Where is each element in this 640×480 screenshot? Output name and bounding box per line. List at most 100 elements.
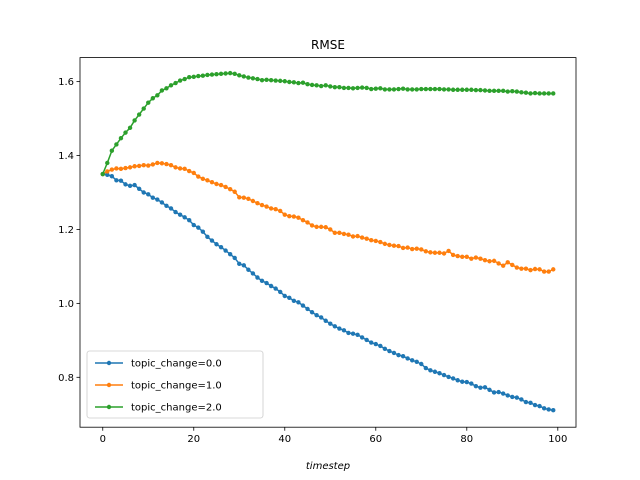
series-topic-change-1-0 [100,160,556,274]
data-point [223,71,228,76]
data-point [528,91,533,96]
x-tick-label: 100 [548,434,567,445]
data-point [127,125,133,131]
data-point [405,356,410,361]
data-point [337,230,342,235]
data-point [296,300,301,305]
data-point [419,247,424,252]
data-point [359,85,365,90]
data-point [123,165,128,171]
data-point [532,402,538,408]
data-point [409,246,415,252]
data-point [250,198,256,204]
data-point [505,89,510,94]
data-point [414,246,419,251]
data-point [314,83,319,88]
data-point [478,87,483,93]
data-point [537,267,542,272]
data-point [177,166,183,171]
data-point [241,74,247,79]
data-point [314,313,319,318]
data-point [546,269,551,274]
data-point [346,330,351,336]
data-point [332,230,338,235]
data-point [400,245,406,251]
data-point [173,80,178,86]
data-point [541,269,547,274]
data-point [164,86,169,91]
data-point [259,202,265,208]
data-point [105,172,110,177]
series-line-topic-change-2-0 [102,72,554,175]
data-point [500,88,506,94]
data-point [441,251,447,256]
data-point [423,365,429,371]
data-point [155,197,160,202]
y-tick-label: 0.8 [58,373,74,384]
data-point [359,335,365,340]
data-point [150,96,156,101]
data-point [246,267,251,272]
legend-label: topic_change=0.0 [131,359,222,370]
data-point [146,163,151,168]
data-point [523,90,529,95]
data-point [291,80,297,85]
data-point [532,90,538,96]
data-point [196,225,201,230]
data-point [273,78,278,83]
data-point [328,321,333,326]
data-point [278,208,283,214]
data-point [109,167,115,172]
data-point [155,160,160,166]
data-point [396,243,401,249]
x-tick-label: 60 [369,434,382,445]
data-point [350,331,356,336]
data-point [205,178,210,183]
data-point [268,77,274,83]
data-point [510,262,515,268]
data-point [382,87,388,92]
data-point [546,407,551,412]
data-point [423,86,429,92]
data-point [209,179,215,185]
data-point [491,258,497,264]
data-point [391,87,397,92]
data-point [168,206,174,211]
data-point [105,169,110,174]
data-point [287,295,292,301]
data-point [150,162,156,167]
data-point [505,393,510,398]
data-point [146,100,151,105]
data-point [541,91,547,96]
data-point [291,214,297,219]
x-axis-label: timestep [306,461,350,472]
data-point [123,182,128,187]
data-point [464,379,469,385]
data-point [287,213,292,219]
data-point [487,387,492,393]
data-point [373,86,378,91]
data-point [473,383,479,389]
legend-label: topic_change=1.0 [131,381,222,392]
data-point [450,252,456,258]
data-point [109,148,115,153]
data-point [337,326,342,331]
data-point [350,86,356,91]
legend-swatch-marker [106,382,112,388]
data-point [227,252,233,257]
data-point [259,77,265,83]
data-point [291,298,297,303]
data-point [323,225,328,230]
data-point [314,224,319,230]
data-point [278,289,283,295]
data-point [182,215,187,220]
axes-frame [79,57,577,428]
legend-box [86,350,264,419]
data-point [223,184,228,190]
data-point [250,271,256,276]
data-point [460,87,465,92]
data-point [259,278,265,284]
data-point [419,361,424,367]
data-point [237,261,242,267]
data-point [332,324,338,329]
